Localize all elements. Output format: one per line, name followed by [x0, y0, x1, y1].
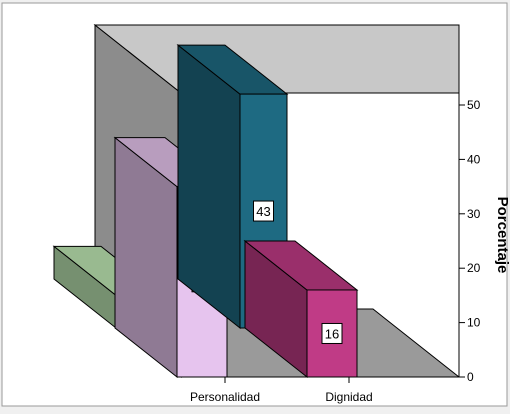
bars-group: 6354316 [52, 44, 359, 379]
bar: 16 [243, 239, 359, 379]
y-ticks: 0 10 20 30 40 50 [459, 98, 481, 384]
x-tick-label: Dignidad [325, 390, 372, 404]
x-labels: Personalidad Dignidad [190, 377, 373, 404]
y-tick-label: 20 [467, 261, 481, 275]
y-axis-title: Porcentaje [494, 197, 510, 274]
y-tick-label: 0 [467, 370, 474, 384]
x-tick-label: Personalidad [190, 390, 260, 404]
y-tick-label: 50 [467, 98, 481, 112]
data-label-box [253, 200, 274, 222]
y-tick-label: 10 [467, 316, 481, 330]
y-tick-label: 30 [467, 207, 481, 221]
y-tick-label: 40 [467, 152, 481, 166]
bar-side-face [177, 44, 241, 330]
data-label: 16 [325, 326, 339, 341]
data-label-box [321, 322, 343, 344]
data-label: 43 [256, 204, 270, 219]
